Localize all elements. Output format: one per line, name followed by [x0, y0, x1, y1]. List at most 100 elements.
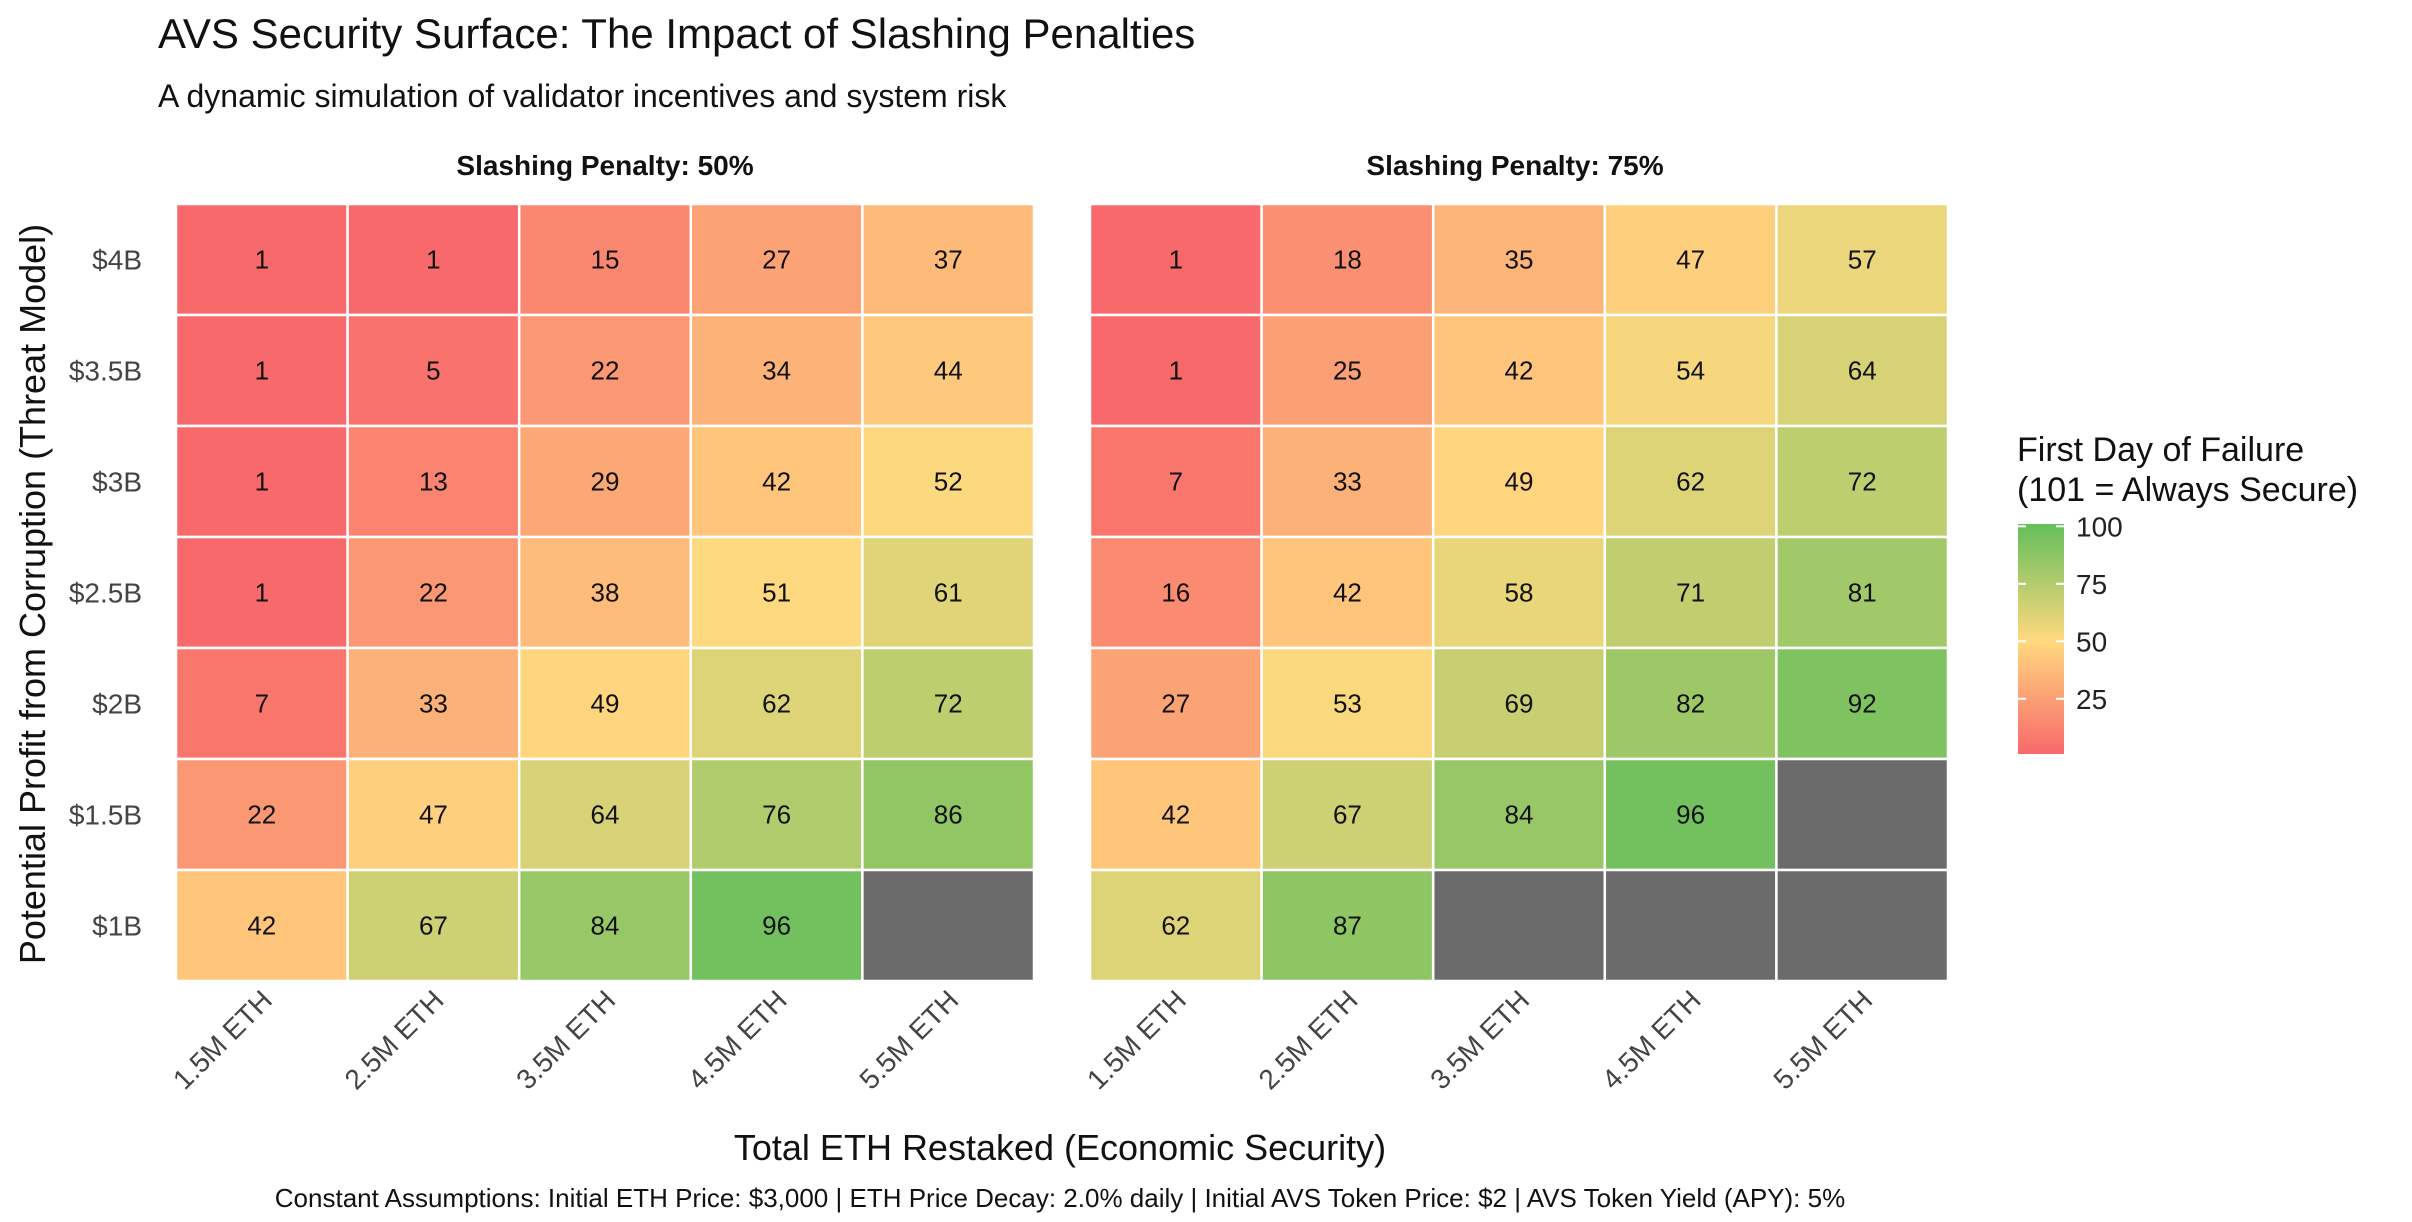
heatmap-cell [861, 535, 1036, 650]
chart-title: AVS Security Surface: The Impact of Slas… [158, 10, 1195, 57]
cell-value-label: 86 [934, 800, 963, 830]
heatmap-cell [689, 757, 864, 872]
legend-title-line2: (101 = Always Secure) [2017, 471, 2358, 509]
cell-value-label: 27 [762, 245, 791, 275]
cell-value-label: 35 [1505, 245, 1534, 275]
x-tick-label: 5.5M ETH [1767, 984, 1878, 1095]
cell-value-label: 42 [1161, 800, 1190, 830]
cell-value-label: 38 [591, 578, 620, 608]
heatmap-cell [517, 313, 693, 428]
heatmap-cell [689, 424, 864, 539]
heatmap-cell [1260, 646, 1435, 761]
cell-value-label: 37 [934, 245, 963, 275]
cell-value-label: 72 [934, 689, 963, 719]
cell-value-label: 67 [1333, 800, 1362, 830]
y-tick-label: $3B [92, 467, 142, 498]
cell-value-label: 54 [1676, 356, 1705, 386]
x-tick-label: 4.5M ETH [682, 984, 793, 1095]
x-tick-label: 1.5M ETH [167, 984, 278, 1095]
cell-value-label: 61 [934, 578, 963, 608]
heatmap-cell [1775, 757, 1950, 872]
heatmap-cell [1431, 313, 1607, 428]
heatmap-cell [174, 646, 349, 761]
x-axis-label: Total ETH Restaked (Economic Security) [734, 1127, 1386, 1168]
heatmap-cell [1088, 424, 1263, 539]
cell-value-label: 27 [1161, 689, 1190, 719]
heatmap-cell [1431, 202, 1607, 317]
cell-value-label: 92 [1848, 689, 1877, 719]
cell-value-label: 1 [255, 245, 269, 275]
cell-value-label: 58 [1505, 578, 1534, 608]
cell-value-label: 62 [1161, 911, 1190, 941]
heatmap-cell [1260, 535, 1435, 650]
cell-value-label: 84 [1505, 800, 1534, 830]
y-tick-label: $1.5B [69, 800, 142, 831]
heatmap-cell [1775, 424, 1950, 539]
heatmap-cell [1775, 868, 1950, 983]
heatmap-cell [1775, 202, 1950, 317]
cell-value-label: 22 [419, 578, 448, 608]
cell-value-label: 62 [1676, 467, 1705, 497]
cell-value-label: 82 [1676, 689, 1705, 719]
cell-value-label: 69 [1505, 689, 1534, 719]
cell-value-label: 42 [1333, 578, 1362, 608]
heatmap-cell [346, 646, 521, 761]
cell-value-label: 49 [1505, 467, 1534, 497]
cell-value-label: 16 [1161, 578, 1190, 608]
cell-value-label: 64 [591, 800, 620, 830]
cell-value-label: 22 [247, 800, 276, 830]
cell-value-label: 52 [934, 467, 963, 497]
cell-value-label: 7 [1169, 467, 1183, 497]
heatmap-cell [1260, 424, 1435, 539]
heatmap-cell [1088, 868, 1263, 983]
x-tick-label: 2.5M ETH [339, 984, 450, 1095]
cell-value-label: 62 [762, 689, 791, 719]
heatmap-panel-slashing-75: 1 18 35 47 57 1 25 42 54 64 7 33 49 62 72 16 42 58 71 81 27 5… [1088, 202, 1950, 983]
heatmap-cell [346, 424, 521, 539]
x-tick-label: 2.5M ETH [1253, 984, 1364, 1095]
heatmap-cell [861, 868, 1036, 983]
cell-value-label: 5 [426, 356, 440, 386]
legend-tick-label: 75 [2076, 569, 2107, 600]
heatmap-cell [346, 757, 521, 872]
y-tick-label: $2B [92, 689, 142, 720]
cell-value-label: 44 [934, 356, 963, 386]
cell-value-label: 1 [426, 245, 440, 275]
heatmap-cell [517, 646, 693, 761]
heatmap-cell [1088, 646, 1263, 761]
heatmap-cell [174, 202, 349, 317]
heatmap-cell [1260, 757, 1435, 872]
cell-value-label: 51 [762, 578, 791, 608]
heatmap-cell [1603, 535, 1778, 650]
legend-title-line1: First Day of Failure [2017, 431, 2304, 469]
heatmap-cell [1775, 313, 1950, 428]
heatmap-cell [174, 868, 349, 983]
cell-value-label: 33 [1333, 467, 1362, 497]
heatmap-cell [1260, 202, 1435, 317]
heatmap-cell [861, 646, 1036, 761]
y-tick-label: $3.5B [69, 356, 142, 387]
cell-value-label: 42 [1505, 356, 1534, 386]
heatmap-cell [346, 202, 521, 317]
cell-value-label: 47 [1676, 245, 1705, 275]
heatmap-cell [689, 535, 864, 650]
cell-value-label: 84 [591, 911, 620, 941]
y-tick-label: $2.5B [69, 578, 142, 609]
legend-tick-label: 25 [2076, 684, 2107, 715]
cell-value-label: 42 [762, 467, 791, 497]
heatmap-panel-slashing-50: 1 1 15 27 371 5 22 34 441 13 29 42 521 22 38 51 617 33 49 6… [174, 202, 1036, 983]
heatmap-cell [861, 313, 1036, 428]
cell-value-label: 33 [419, 689, 448, 719]
cell-value-label: 18 [1333, 245, 1362, 275]
cell-value-label: 1 [255, 578, 269, 608]
cell-value-label: 42 [247, 911, 276, 941]
cell-value-label: 67 [419, 911, 448, 941]
cell-value-label: 34 [762, 356, 791, 386]
panel-label-75: Slashing Penalty: 75% [1366, 150, 1663, 181]
cell-value-label: 1 [1169, 245, 1183, 275]
heatmap-cell [1088, 535, 1263, 650]
heatmap-cell [1088, 313, 1263, 428]
x-tick-label: 5.5M ETH [853, 984, 964, 1095]
cell-value-label: 47 [419, 800, 448, 830]
cell-value-label: 72 [1848, 467, 1877, 497]
